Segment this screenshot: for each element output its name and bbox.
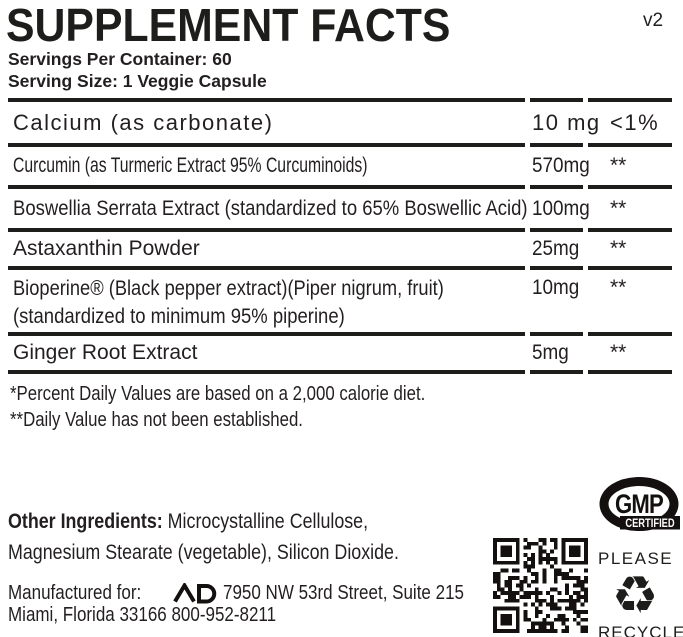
ingredient-name: Calcium (as carbonate) bbox=[13, 109, 274, 135]
gmp-certified-badge-icon: GMP CERTIFIED bbox=[599, 477, 680, 531]
ad-brand-logo-icon bbox=[173, 582, 216, 603]
ingredient-row: Ginger Root Extract 5mg ** bbox=[8, 332, 672, 370]
other-ingredients: Other Ingredients: Microcystalline Cellu… bbox=[8, 506, 468, 568]
ingredient-name: Ginger Root Extract bbox=[13, 341, 198, 364]
ingredient-name: Boswellia Serrata Extract (standardized … bbox=[13, 196, 528, 220]
ingredient-amount: 25mg bbox=[532, 237, 580, 260]
certified-text: CERTIFIED bbox=[625, 517, 675, 530]
recycle-mark: PLEASE ♻ RECYCLE bbox=[598, 549, 683, 637]
address-line1: 7950 NW 53rd Street, Suite 215 bbox=[222, 582, 464, 604]
ingredient-row: Calcium (as carbonate) 10 mg <1% bbox=[8, 98, 672, 143]
address-line2: Miami, Florida 33166 800-952-8211 bbox=[8, 604, 277, 626]
other-ingredients-text-line2: Magnesium Stearate (vegetable), Silicon … bbox=[8, 541, 399, 564]
footnotes: *Percent Daily Values are based on a 2,0… bbox=[10, 381, 504, 433]
recycle-text: RECYCLE bbox=[598, 623, 683, 637]
servings-per-container: Servings Per Container: 60 bbox=[8, 49, 232, 69]
ingredient-daily-value: <1% bbox=[610, 109, 660, 135]
manufactured-for-label: Manufactured for: bbox=[8, 582, 142, 604]
ingredient-daily-value: ** bbox=[610, 341, 627, 364]
ingredient-name: Astaxanthin Powder bbox=[13, 237, 200, 260]
ingredient-daily-value: ** bbox=[610, 276, 627, 299]
ingredient-row: Astaxanthin Powder 25mg ** bbox=[8, 228, 672, 266]
ingredient-name: Curcumin (as Turmeric Extract 95% Curcum… bbox=[13, 154, 368, 177]
title: SUPPLEMENT FACTS bbox=[6, 0, 451, 51]
ingredient-amount: 10mg bbox=[532, 276, 580, 299]
other-ingredients-label: Other Ingredients: bbox=[8, 510, 163, 533]
ingredient-amount: 5mg bbox=[532, 341, 569, 364]
ingredient-daily-value: ** bbox=[610, 154, 627, 177]
ingredient-daily-value: ** bbox=[610, 196, 627, 220]
recycle-icon: ♻ bbox=[611, 566, 659, 626]
version-tag: v2 bbox=[643, 10, 664, 31]
table-bottom-rule bbox=[8, 370, 672, 374]
ingredient-row: Curcumin (as Turmeric Extract 95% Curcum… bbox=[8, 143, 672, 185]
please-text: PLEASE bbox=[598, 549, 674, 568]
supplement-facts-table: Calcium (as carbonate) 10 mg <1% Curcumin (… bbox=[8, 98, 672, 374]
ingredient-row: Bioperine® (Black pepper extract)(Piper … bbox=[8, 266, 672, 332]
qr-code bbox=[493, 538, 589, 633]
footnote-percent-daily-values: *Percent Daily Values are based on a 2,0… bbox=[10, 383, 426, 405]
serving-size: Serving Size: 1 Veggie Capsule bbox=[8, 71, 267, 91]
ingredient-amount: 100mg bbox=[532, 196, 590, 220]
manufactured-for: Manufactured for: 7950 NW 53rd Street, S… bbox=[8, 582, 506, 626]
footnote-daily-value-not-established: **Daily Value has not been established. bbox=[10, 409, 303, 431]
other-ingredients-text: Microcystalline Cellulose, bbox=[162, 510, 369, 533]
ingredient-name-line2: (standardized to minimum 95% piperine) bbox=[13, 305, 345, 328]
ingredient-row: Boswellia Serrata Extract (standardized … bbox=[8, 185, 672, 228]
ingredient-amount: 570mg bbox=[532, 154, 590, 177]
ingredient-daily-value: ** bbox=[610, 237, 627, 260]
ingredient-amount: 10 mg bbox=[532, 109, 601, 135]
ingredient-name: Bioperine® (Black pepper extract)(Piper … bbox=[13, 277, 444, 300]
gmp-text: GMP bbox=[615, 490, 663, 520]
